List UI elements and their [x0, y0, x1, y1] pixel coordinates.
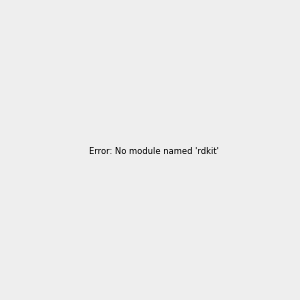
Text: Error: No module named 'rdkit': Error: No module named 'rdkit'	[89, 147, 219, 156]
